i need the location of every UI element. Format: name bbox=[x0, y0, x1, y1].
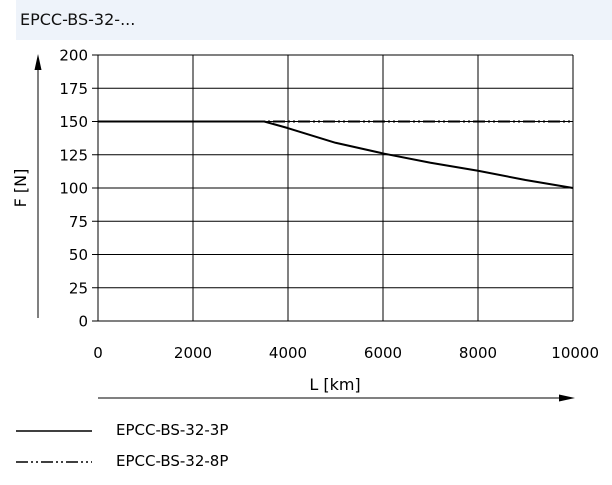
legend-item-3p: EPCC-BS-32-3P bbox=[16, 419, 416, 441]
x-tick-label-4000: 4000 bbox=[269, 344, 307, 362]
chart-header: EPCC-BS-32-... bbox=[16, 0, 612, 40]
y-tick-label-125: 125 bbox=[59, 146, 88, 164]
y-tick-label-150: 150 bbox=[59, 113, 88, 131]
x-axis-arrowhead bbox=[559, 394, 575, 402]
x-tick-label-0: 0 bbox=[93, 344, 103, 362]
x-tick-label-10000: 10000 bbox=[551, 344, 599, 362]
axes bbox=[34, 54, 575, 402]
y-tick-label-100: 100 bbox=[59, 180, 88, 198]
y-tick-label-200: 200 bbox=[59, 47, 88, 65]
y-axis-label: F [N] bbox=[11, 169, 30, 208]
x-tick-label-8000: 8000 bbox=[459, 344, 497, 362]
y-axis-arrowhead bbox=[34, 54, 42, 70]
series bbox=[98, 120, 574, 189]
legend-label-8p: EPCC-BS-32-8P bbox=[116, 452, 229, 470]
legend-item-8p: EPCC-BS-32-8P bbox=[16, 450, 416, 472]
y-tick-label-25: 25 bbox=[69, 279, 88, 297]
series-line-3p bbox=[98, 120, 574, 189]
legend-solid-line-icon bbox=[16, 430, 92, 432]
y-tick-label-0: 0 bbox=[78, 313, 88, 331]
x-axis-label: L [km] bbox=[309, 375, 360, 394]
y-tick-label-175: 175 bbox=[59, 80, 88, 98]
chart-title: EPCC-BS-32-... bbox=[20, 10, 136, 29]
x-tick-label-2000: 2000 bbox=[174, 344, 212, 362]
y-tick-label-75: 75 bbox=[69, 213, 88, 231]
grid bbox=[97, 54, 574, 322]
legend-dashdot-line-icon bbox=[16, 461, 92, 463]
y-tick-label-50: 50 bbox=[69, 246, 88, 264]
x-tick-label-6000: 6000 bbox=[364, 344, 402, 362]
legend-label-3p: EPCC-BS-32-3P bbox=[116, 421, 229, 439]
